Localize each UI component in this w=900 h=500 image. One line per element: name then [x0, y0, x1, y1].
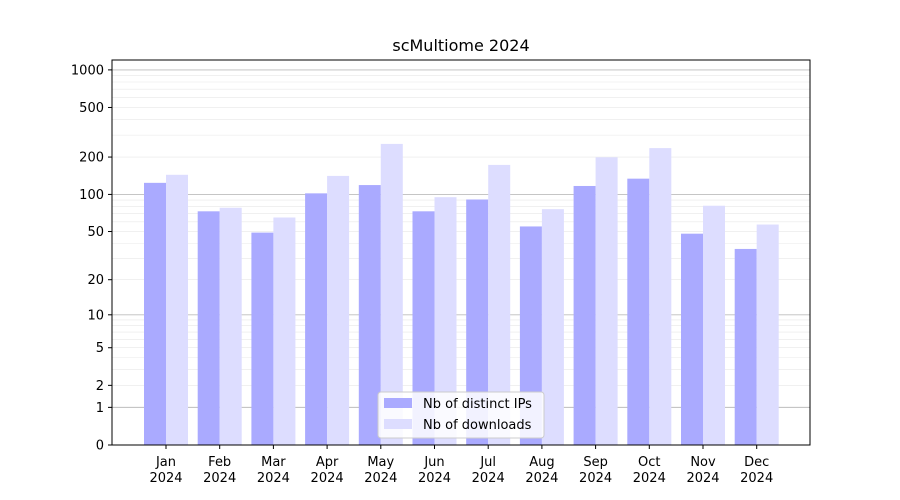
bar-downloads — [380, 143, 403, 445]
bar-downloads — [327, 175, 350, 446]
x-tick-label: Nov 2024 — [686, 455, 719, 486]
y-tick-label: 20 — [87, 273, 104, 288]
bar-downloads — [434, 197, 457, 445]
bar-distinct-ips — [681, 233, 703, 445]
chart-title: scMultiome 2024 — [392, 36, 529, 55]
y-tick-label: 500 — [79, 101, 104, 116]
legend: Nb of distinct IPs Nb of downloads — [377, 391, 545, 439]
y-tick-label: 50 — [87, 225, 104, 240]
bar-distinct-ips — [197, 211, 220, 445]
bar-downloads — [649, 148, 672, 445]
bar-downloads — [219, 207, 242, 445]
bar-distinct-ips — [412, 211, 435, 445]
x-axis: Jan 2024 Feb 2024 Mar 2024 Apr 2024 May 2024 Jun 20… — [149, 445, 773, 486]
x-tick-label: May 2024 — [364, 455, 397, 486]
x-tick-label: Aug 2024 — [525, 455, 558, 486]
bar-downloads — [541, 209, 564, 445]
y-tick-label: 200 — [79, 151, 104, 166]
x-tick-label: Mar 2024 — [257, 455, 290, 486]
y-tick-label: 1000 — [71, 63, 104, 78]
bar-downloads — [166, 174, 188, 445]
bars — [144, 143, 779, 446]
plot-area — [111, 59, 811, 446]
bar-downloads — [703, 205, 725, 445]
x-tick-label: Feb 2024 — [203, 455, 236, 486]
y-tick-label: 2 — [96, 379, 104, 394]
legend-swatch — [384, 419, 412, 429]
y-tick-label: 5 — [96, 341, 104, 356]
legend-swatch — [384, 398, 412, 408]
bar-downloads — [488, 164, 511, 446]
bar-distinct-ips — [466, 199, 489, 445]
x-tick-label: Sep 2024 — [579, 455, 612, 486]
bar-distinct-ips — [144, 182, 166, 445]
bar-distinct-ips — [305, 193, 328, 445]
legend-label: Nb of distinct IPs — [423, 397, 532, 412]
bar-distinct-ips — [627, 178, 650, 445]
bar-distinct-ips — [358, 185, 381, 445]
x-tick-label: Jun 2024 — [418, 455, 451, 486]
bar-distinct-ips — [519, 226, 542, 445]
x-tick-label: Apr 2024 — [311, 455, 344, 486]
y-axis: 0 1 2 5 10 20 50 100 200 500 1000 — [71, 63, 112, 454]
bar-downloads — [756, 224, 779, 445]
x-tick-label: Dec 2024 — [740, 455, 773, 486]
x-tick-label: Oct 2024 — [633, 455, 666, 486]
y-tick-label: 0 — [96, 439, 104, 454]
legend-box — [377, 391, 545, 439]
bar-distinct-ips — [573, 185, 596, 445]
x-tick-label: Jan 2024 — [149, 455, 182, 486]
y-tick-label: 100 — [79, 188, 104, 203]
y-tick-label: 10 — [87, 308, 104, 323]
bar-downloads — [273, 217, 296, 445]
y-tick-label: 1 — [96, 401, 104, 416]
legend-label: Nb of downloads — [423, 418, 532, 433]
bar-distinct-ips — [734, 248, 757, 445]
bar-distinct-ips — [251, 232, 274, 445]
x-tick-label: Jul 2024 — [472, 455, 505, 486]
bar-downloads — [595, 157, 618, 446]
